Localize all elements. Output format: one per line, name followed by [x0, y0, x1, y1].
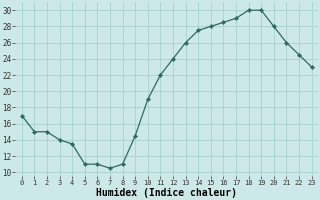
X-axis label: Humidex (Indice chaleur): Humidex (Indice chaleur) [96, 188, 237, 198]
